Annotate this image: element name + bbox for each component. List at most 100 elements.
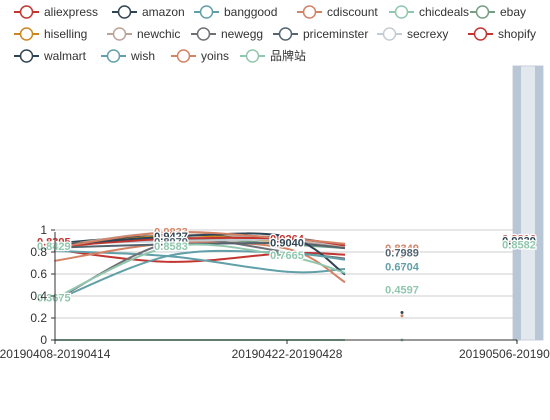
data-point <box>286 270 288 273</box>
data-label: 0.9040 <box>270 238 304 250</box>
legend-swatch-icon <box>106 49 121 63</box>
data-point <box>400 247 404 251</box>
y-tick-label: 1 <box>40 223 47 237</box>
zoom-handle-right[interactable] <box>535 66 543 340</box>
data-label: 0.8979 <box>154 237 188 249</box>
data-labels: 0.83950.84290.36750.98330.94270.89790.85… <box>36 225 537 306</box>
series-line <box>54 243 346 300</box>
series-line <box>54 248 346 263</box>
data-point <box>170 245 172 248</box>
series-line <box>54 249 346 302</box>
y-tick-label: 0.8 <box>30 245 47 259</box>
data-label: 0.3675 <box>37 293 71 305</box>
legend-swatch-icon <box>176 49 191 63</box>
data-label: 0.8395 <box>37 237 71 249</box>
data-point <box>400 287 404 291</box>
legend-item[interactable]: banggood <box>194 5 277 19</box>
y-tick-label: 0.4 <box>30 289 47 303</box>
legend-label: newchic <box>137 27 180 41</box>
series-line <box>54 230 346 249</box>
chart-legend[interactable]: aliexpress amazon banggood cdiscount chicdea… <box>14 5 536 63</box>
data-point <box>286 237 288 240</box>
data-label: 0.9039 <box>502 235 536 247</box>
legend-item[interactable]: hiselling <box>14 27 87 41</box>
legend-item[interactable]: walmart <box>14 49 87 63</box>
data-label: 0.9427 <box>154 231 188 243</box>
data-point <box>170 254 172 257</box>
legend-swatch-icon <box>19 27 34 41</box>
legend-item[interactable]: shopify <box>468 27 536 41</box>
data-label: 0.8429 <box>37 241 71 253</box>
legend-label: newegg <box>221 27 263 41</box>
zoom-handle-left[interactable] <box>513 66 521 340</box>
x-tick-label: 20190422-20190428 <box>232 347 343 361</box>
data-point <box>170 240 172 242</box>
legend-label: banggood <box>224 5 277 19</box>
legend-item[interactable]: 品牌站 <box>240 49 306 63</box>
data-point <box>170 243 172 246</box>
legend-swatch-icon <box>394 5 409 19</box>
legend-item[interactable]: amazon <box>112 5 185 19</box>
legend-item[interactable]: secrexy <box>377 27 448 41</box>
data-point <box>400 254 404 258</box>
data-label: 0.9833 <box>154 227 188 239</box>
series-layer <box>54 230 519 342</box>
legend-item[interactable]: aliexpress <box>14 5 98 19</box>
legend-label: 品牌站 <box>270 49 306 63</box>
axes: 0 0.2 0.4 0.6 0.8 1 20190408-20190414 20190422-… <box>0 223 550 361</box>
data-label: 0.7665 <box>270 250 304 262</box>
data-point <box>170 260 172 263</box>
legend-swatch-icon <box>19 49 34 63</box>
data-point <box>400 311 404 314</box>
legend-item[interactable]: newchic <box>107 27 180 41</box>
legend-item[interactable]: ebay <box>470 5 526 19</box>
x-tick-label: 20190506-2019051 <box>459 347 550 361</box>
legend-item[interactable]: priceminster <box>273 27 368 41</box>
data-point <box>170 231 172 234</box>
y-tick-label: 0.2 <box>30 311 47 325</box>
data-point <box>170 235 172 238</box>
legend-item[interactable]: chicdeals <box>389 5 469 19</box>
legend-label: aliexpress <box>44 5 98 19</box>
data-point <box>286 242 288 245</box>
legend-swatch-icon <box>382 27 397 41</box>
legend-item[interactable]: yoins <box>171 49 229 63</box>
legend-item[interactable]: cdiscount <box>297 5 378 19</box>
data-zoom-slider[interactable] <box>512 65 544 341</box>
legend-label: wish <box>130 49 155 63</box>
legend-label: cdiscount <box>327 5 378 19</box>
y-tick-label: 0 <box>40 333 47 347</box>
x-tick-label: 20190408-20190414 <box>0 347 111 361</box>
legend-label: walmart <box>43 49 87 63</box>
data-label: 0.9264 <box>270 233 305 245</box>
legend-swatch-icon <box>117 5 132 19</box>
legend-swatch-icon <box>278 27 293 41</box>
data-label: 0.8349 <box>385 243 419 255</box>
legend-label: amazon <box>142 5 185 19</box>
legend-label: chicdeals <box>419 5 469 19</box>
data-point <box>286 235 288 238</box>
series-line <box>54 242 346 250</box>
legend-label: hiselling <box>44 27 87 41</box>
data-point <box>400 264 404 268</box>
legend-label: shopify <box>498 27 536 41</box>
legend-label: ebay <box>500 5 526 19</box>
legend-swatch-icon <box>196 27 211 41</box>
legend-label: yoins <box>201 49 229 63</box>
legend-label: priceminster <box>303 27 368 41</box>
data-label: 0.4597 <box>385 284 419 296</box>
data-point <box>400 250 404 254</box>
data-label: 0.8583 <box>154 241 188 253</box>
data-label: 0.6704 <box>385 261 420 273</box>
data-label: 0.7989 <box>385 248 419 260</box>
data-point <box>286 255 288 258</box>
legend-swatch-icon <box>302 5 317 19</box>
legend-item[interactable]: wish <box>101 49 155 63</box>
legend-swatch-icon <box>475 5 490 19</box>
legend-item[interactable]: newegg <box>191 27 263 41</box>
y-tick-label: 0.6 <box>30 267 47 281</box>
data-point <box>286 247 288 250</box>
data-label: 0.8582 <box>502 239 536 251</box>
legend-label: secrexy <box>407 27 448 41</box>
